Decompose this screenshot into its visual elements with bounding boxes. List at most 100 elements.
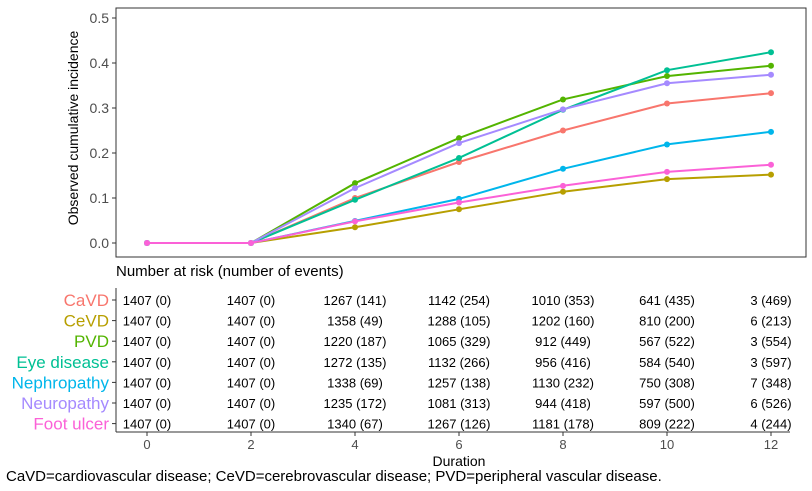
data-point [768,71,774,78]
x-tick-label: 6 [455,437,462,452]
footnote: CaVD=cardiovascular disease; CeVD=cerebr… [6,468,662,485]
data-point [664,168,670,175]
data-point [248,240,254,246]
risk-cell: 1257 (138) [428,375,491,390]
risk-cell: 1407 (0) [227,375,275,390]
risk-cell: 956 (416) [535,355,591,370]
risk-cell: 750 (308) [639,375,695,390]
risk-cell: 1407 (0) [227,334,275,349]
risk-cell: 1202 (160) [532,314,595,329]
risk-cell: 912 (449) [535,334,591,349]
data-point [456,140,462,147]
risk-cell: 1407 (0) [123,375,171,390]
risk-cell: 1407 (0) [123,293,171,308]
risk-table-title: Number at risk (number of events) [116,263,344,280]
risk-row-label: Foot ulcer [33,415,109,434]
data-point [768,171,774,178]
risk-cell: 4 (244) [750,417,791,432]
data-point [352,180,358,187]
risk-cell: 1407 (0) [227,314,275,329]
risk-row-label: Neuropathy [21,394,109,413]
data-point [768,128,774,135]
risk-cell: 1407 (0) [227,417,275,432]
risk-cell: 1407 (0) [123,314,171,329]
y-tick-label: 0.2 [90,145,110,161]
data-point [560,106,566,113]
x-tick-label: 10 [660,437,674,452]
risk-cell: 1132 (266) [428,355,490,370]
data-point [560,165,566,172]
risk-cell: 1267 (141) [324,293,387,308]
x-tick-label: 12 [764,437,778,452]
data-point [456,154,462,161]
risk-cell: 1407 (0) [123,334,171,349]
incidence-chart: 0.0 0.1 0.2 0.3 0.4 0.5 Observed cumulative in… [12,7,807,469]
x-axis-label: Duration [433,453,486,469]
risk-cell: 944 (418) [535,396,591,411]
data-point [664,176,670,183]
data-point [456,135,462,142]
risk-cell: 567 (522) [639,334,695,349]
risk-cell: 1010 (353) [532,293,595,308]
data-point [144,240,150,246]
risk-cell: 3 (554) [750,334,791,349]
risk-cell: 1338 (69) [327,375,383,390]
data-point [664,73,670,80]
x-tick-label: 4 [351,437,358,452]
y-tick-label: 0.3 [90,100,110,116]
y-tick-label: 0.4 [90,55,110,71]
risk-cell: 1407 (0) [227,396,275,411]
risk-row-label: CeVD [64,312,109,331]
risk-cell: 1272 (135) [324,355,387,370]
risk-cell: 3 (469) [750,293,791,308]
data-point [352,224,358,231]
data-point [664,80,670,87]
risk-row-label: Eye disease [16,353,109,372]
risk-cell: 1358 (49) [327,314,383,329]
data-point [560,182,566,189]
data-point [560,188,566,195]
data-point [456,206,462,213]
y-axis-label: Observed cumulative incidence [65,31,81,226]
data-point [664,100,670,107]
risk-row-label: PVD [74,332,109,351]
risk-row-label: CaVD [64,291,109,310]
risk-cell: 1267 (126) [428,417,491,432]
y-tick-label: 0.0 [90,235,110,251]
risk-cell: 1407 (0) [123,396,171,411]
data-point [456,199,462,206]
risk-cell: 584 (540) [639,355,695,370]
x-tick-label: 2 [247,437,254,452]
risk-cell: 1081 (313) [428,396,491,411]
risk-cell: 1407 (0) [123,355,171,370]
risk-cell: 809 (222) [639,417,695,432]
data-point [768,90,774,97]
y-tick-label: 0.5 [90,10,110,26]
risk-cell: 1407 (0) [227,293,275,308]
risk-cell: 597 (500) [639,396,695,411]
data-point [768,49,774,56]
risk-cell: 1181 (178) [532,417,594,432]
data-point [768,62,774,69]
risk-cell: 3 (597) [750,355,791,370]
risk-cell: 6 (526) [750,396,791,411]
data-point [560,96,566,103]
data-point [768,161,774,168]
risk-cell: 1288 (105) [428,314,491,329]
x-tick-label: 0 [143,437,150,452]
risk-cell: 1142 (254) [428,293,490,308]
data-point [352,196,358,203]
risk-cell: 1065 (329) [428,334,491,349]
data-point [560,127,566,134]
risk-cell: 1340 (67) [327,417,383,432]
risk-cell: 641 (435) [639,293,695,308]
y-tick-label: 0.1 [90,190,110,206]
risk-cell: 1235 (172) [324,396,387,411]
risk-cell: 1407 (0) [123,417,171,432]
data-point [352,218,358,225]
data-point [664,67,670,74]
risk-row-label: Nephropathy [12,373,110,392]
risk-cell: 1130 (232) [532,375,594,390]
data-point [664,141,670,148]
